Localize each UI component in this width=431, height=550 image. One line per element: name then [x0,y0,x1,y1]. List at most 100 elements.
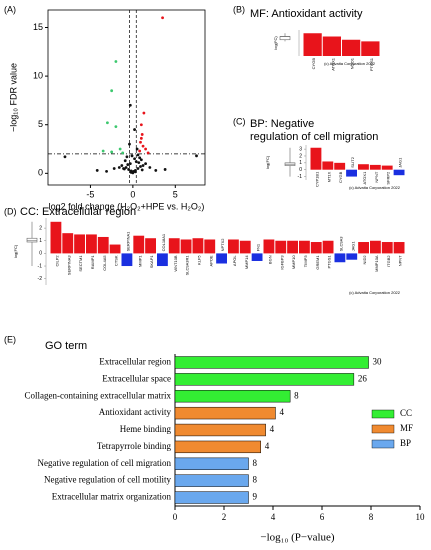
gene-label: SLC9A3 [338,236,343,252]
bar [369,164,381,170]
gene-label: CTSK [114,255,119,266]
bar [62,233,74,254]
gene-label: MMP10 [291,255,296,270]
value-label: 4 [270,424,275,434]
bar [334,253,346,263]
point [101,149,105,153]
point [138,156,142,160]
footnote: (c) Advaita Corporation 2022 [349,185,401,190]
value-label: 8 [294,390,299,400]
gene-label: NPNT [374,171,379,182]
bar [174,356,369,369]
point [130,154,134,158]
value-label: 30 [373,357,383,367]
gene-label: NID2 [362,255,367,265]
gene-label: MMP1 [137,255,142,267]
y-tick-label: Extracellular region [99,357,171,367]
x-tick-label: 10 [416,512,426,522]
y-tick-label: Antioxidant activity [99,407,172,417]
point [112,167,116,170]
point [140,168,144,172]
point [122,167,126,171]
bar [310,147,322,170]
x-axis-label: log2 fold change (H₂O₂+HPE vs. H₂O₂) [49,201,205,211]
bar [310,242,322,254]
bar [381,242,393,254]
point [139,158,143,162]
bar [322,161,334,170]
bar [174,390,291,403]
gene-label: NPTX2 [220,238,225,252]
bar [393,242,405,254]
bar [174,440,261,454]
panel-title: regulation of cell migration [250,131,378,143]
point [95,169,99,172]
chart-title: GO term [45,340,87,352]
y-tick-label: -2 [38,276,43,282]
y-tick-label: Heme binding [120,424,172,434]
point [141,144,145,148]
gene-label: SERPINA3 [66,255,71,276]
point [125,155,129,159]
gene-label: JAG1 [398,157,403,168]
gene-label: ITGB2 [386,255,391,267]
y-tick-label: -1 [298,174,303,180]
point [163,168,167,171]
gene-label: APOL [232,255,237,266]
gene-label: CYP1B1 [315,171,320,187]
gene-label: RAMP1 [90,255,95,270]
bar [157,253,168,267]
bar [251,253,263,261]
point [134,170,137,174]
y-tick-label: Extracellular space [102,373,171,383]
panel-label: (B) [233,4,245,14]
bar [174,457,249,470]
point [144,147,147,151]
bar [342,39,361,56]
point [154,169,158,172]
legend-swatch [371,409,395,419]
value-label: 4 [265,441,270,451]
point [131,171,135,175]
box [279,36,291,41]
y-tick-label: 0 [39,251,42,257]
gene-label: KLF5 [196,255,201,265]
point [142,111,146,115]
point [123,159,127,163]
bar [174,406,276,420]
legend-swatch [371,424,395,434]
point [139,165,142,168]
point [136,153,140,157]
point [195,154,198,158]
y-tick-label: 2 [299,153,302,159]
gene-label: MMP14 [244,255,249,270]
panel-label: (D) [4,206,17,216]
point [128,103,132,107]
bar [346,169,357,177]
point [106,121,109,125]
bar [50,221,62,254]
gene-label: PTGS1 [369,57,374,71]
legend-label: MF [400,423,413,433]
footnote: (c) Advaita Corporation 2022 [324,61,376,66]
bar [381,165,393,170]
bar [74,234,85,254]
x-tick-label: -5 [86,189,94,199]
y-tick-label: 0 [299,167,302,173]
bar [334,162,346,170]
point [105,169,108,173]
bar [358,164,369,170]
x-axis-label: −log₁₀ (P−value) [260,532,334,544]
bar [361,41,380,56]
plot-frame [47,9,206,186]
gene-label: ATOX1 [362,171,367,185]
gene-label: JAG1 [350,241,355,252]
bar [121,253,133,267]
panel-label: (C) [233,116,246,126]
y-tick-label: -1 [38,263,43,269]
gene-label: CILP2 [54,255,59,267]
x-tick-label: 0 [173,512,178,522]
gene-label: PTGS1 [327,255,332,269]
point [135,147,139,151]
value-label: 26 [358,373,368,383]
